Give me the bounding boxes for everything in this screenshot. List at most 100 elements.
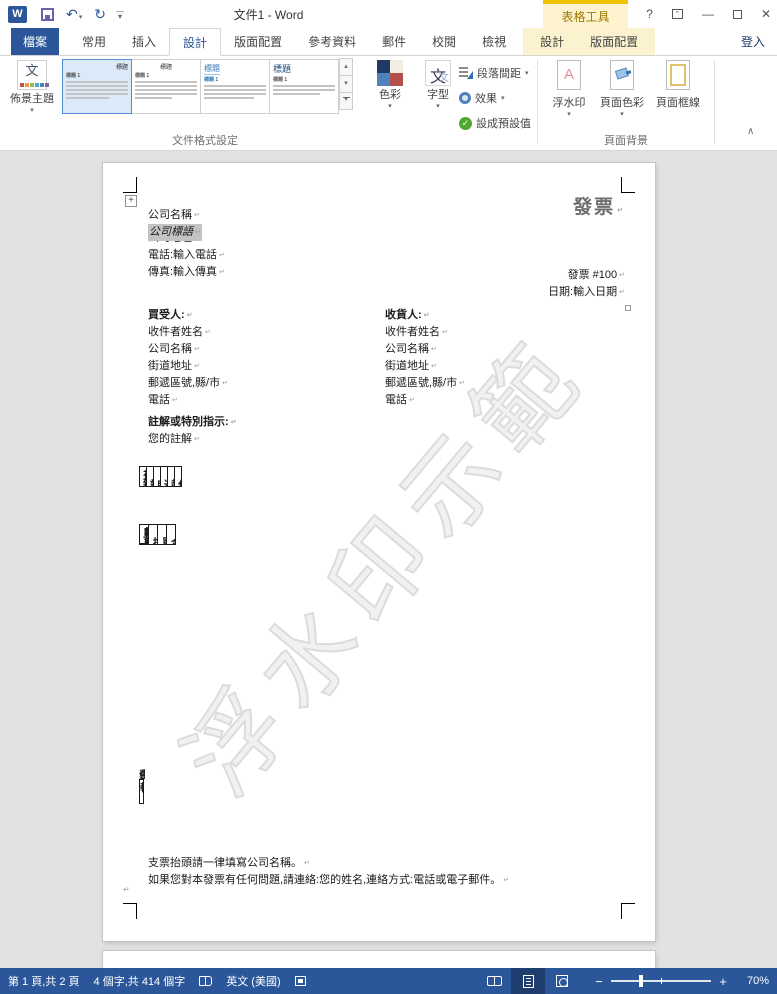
read-mode-button[interactable] [477, 968, 511, 994]
customize-qat-icon[interactable]: — ▾ [115, 7, 124, 21]
sign-in-link[interactable]: 登入 [740, 35, 765, 49]
company-fax[interactable]: 傳真:輸入傳真 [148, 264, 225, 281]
style-set-option[interactable]: 標題 標題 1 [200, 59, 270, 114]
order-header-cell[interactable]: 起運點交貨價 [167, 466, 175, 487]
tab-insert[interactable]: 插入 [132, 35, 157, 49]
chevron-down-icon: ▾ [567, 111, 571, 118]
tab-design[interactable]: 設計 [169, 28, 222, 56]
redo-icon[interactable]: ↻ [94, 6, 106, 22]
page-borders-button[interactable]: 頁面框線 [651, 60, 705, 110]
undo-icon[interactable]: ↶▾ [66, 6, 83, 22]
style-set-option[interactable]: 標題 標題 1 [269, 59, 339, 114]
ribbon-display-options-icon[interactable]: ⌃ [671, 9, 683, 19]
save-icon[interactable] [41, 7, 54, 21]
order-header-cell[interactable]: 訂單編號 [146, 466, 154, 487]
page-indicator[interactable]: 第 1 頁,共 2 頁 [8, 976, 80, 988]
footer-line[interactable]: 支票抬頭請一律填寫公司名稱。 [148, 855, 509, 872]
bill-to-line[interactable]: 公司名稱 [148, 341, 228, 358]
ship-to-line[interactable]: 郵遞區號,縣/市 [385, 375, 465, 392]
tab-file[interactable]: 檔案 [11, 28, 60, 55]
fonts-button[interactable]: 文文 字型 ▾ [417, 60, 459, 110]
crop-mark [621, 903, 635, 919]
tab-table-layout[interactable]: 版面配置 [590, 35, 639, 49]
zoom-out-button[interactable]: − [595, 973, 603, 989]
order-header-cell[interactable]: 申購人 [153, 466, 161, 487]
zoom-center-tick [661, 978, 662, 984]
footer-line[interactable]: 如果您對本發票有任何問題,請連絡:您的姓名,連絡方式:電話或電子郵件。 [148, 872, 509, 889]
ship-to-line[interactable]: 街道地址 [385, 358, 465, 375]
help-icon[interactable]: ? [646, 7, 653, 21]
items-header-cell[interactable]: 合計 [166, 524, 176, 545]
watermark-button[interactable]: A 浮水印 ▾ [546, 60, 592, 118]
bill-to-heading[interactable]: 買受人: [148, 307, 228, 324]
invoice-number[interactable]: 發票 #100 [568, 267, 625, 284]
table-move-handle-icon[interactable]: + [125, 195, 137, 207]
maximize-icon[interactable] [732, 9, 742, 19]
style-set-option[interactable]: 標題 標題 1 [131, 59, 201, 114]
print-layout-button[interactable] [511, 968, 545, 994]
collapse-ribbon-icon[interactable]: ∧ [747, 126, 755, 137]
items-header-cell[interactable]: 描述 [148, 524, 158, 545]
tab-table-design[interactable]: 設計 [540, 35, 565, 49]
language-indicator[interactable]: 英文 (美國) [226, 976, 281, 988]
bill-to-line[interactable]: 郵遞區號,縣/市 [148, 375, 228, 392]
window-title: 文件1 - Word [233, 7, 304, 22]
company-name[interactable]: 公司名稱 [148, 207, 225, 224]
cell-total[interactable]: 輸入合計 [139, 524, 149, 544]
checkmark-icon: ✓ [459, 116, 472, 130]
ship-to-heading[interactable]: 收貨人: [385, 307, 465, 324]
total-value[interactable]: 輸入合計應付帳款 [139, 779, 144, 804]
order-header-cell[interactable]: 運送方式 [160, 466, 168, 487]
close-icon[interactable]: ✕ [760, 7, 771, 21]
effects-label: 效果 [475, 93, 497, 105]
paragraph-mark: ↵ [123, 885, 130, 894]
zoom-slider-track[interactable] [611, 975, 711, 987]
bill-to-line[interactable]: 收件者姓名 [148, 324, 228, 341]
paragraph-spacing-button[interactable]: 段落間距 ▾ [459, 63, 529, 83]
invoice-title[interactable]: 發票 [573, 198, 625, 219]
tab-layout[interactable]: 版面配置 [234, 35, 283, 49]
macro-record-icon[interactable] [294, 976, 306, 986]
invoice-date[interactable]: 日期:輸入日期 [548, 284, 625, 301]
zoom-in-button[interactable]: + [719, 973, 727, 989]
tab-view[interactable]: 檢視 [482, 35, 507, 49]
effects-button[interactable]: 效果 ▾ [459, 88, 505, 108]
comments-body[interactable]: 您的註解 [148, 431, 237, 448]
bill-to-line[interactable]: 街道地址 [148, 358, 228, 375]
tab-review[interactable]: 校閱 [432, 35, 457, 49]
ship-to-line[interactable]: 收件者姓名 [385, 324, 465, 341]
zoom-slider-thumb[interactable] [639, 975, 643, 987]
colors-button[interactable]: 色彩 ▾ [368, 60, 412, 110]
comments-heading[interactable]: 註解或特別指示: [148, 414, 237, 431]
themes-button[interactable]: 文 佈景主題 ▾ [6, 60, 58, 114]
bill-to-line[interactable]: 電話 [148, 392, 228, 409]
gallery-more-icon[interactable]: ▾ [339, 92, 353, 110]
group-doc-formatting-label: 文件格式設定 [172, 135, 238, 147]
ship-to-block: 收貨人: 收件者姓名 公司名稱 街道地址 郵遞區號,縣/市 電話 [385, 307, 465, 409]
gallery-scroll-up-icon[interactable]: ▴ [339, 58, 353, 76]
gallery-scroll-down-icon[interactable]: ▾ [339, 75, 353, 93]
paragraph-spacing-label: 段落間距 [477, 68, 521, 80]
ship-to-line[interactable]: 電話 [385, 392, 465, 409]
style-set-selected[interactable]: 標題 標題 1 [62, 59, 132, 114]
minimize-icon[interactable]: — [701, 7, 714, 21]
page-color-icon [610, 60, 634, 90]
ship-to-line[interactable]: 公司名稱 [385, 341, 465, 358]
tab-mailings[interactable]: 郵件 [382, 35, 407, 49]
company-phone[interactable]: 電話:輸入電話 [148, 247, 225, 264]
word-app-icon[interactable]: W [8, 5, 27, 23]
themes-label: 佈景主題 [10, 93, 54, 105]
zoom-level[interactable]: 70% [746, 975, 769, 987]
page-1: 浮水印示範 + 公司名稱 公司標語 公司地址 電話:輸入電話 傳真:輸入傳真 發… [103, 163, 655, 941]
items-header-cell[interactable]: 單價 [157, 524, 167, 545]
tab-references[interactable]: 參考資料 [308, 35, 357, 49]
comments-block: 註解或特別指示: 您的註解 [148, 414, 237, 448]
set-default-button[interactable]: ✓ 設成預設值 [459, 113, 531, 133]
page-color-button[interactable]: 頁面色彩 ▾ [595, 60, 649, 118]
tab-home[interactable]: 常用 [82, 35, 107, 49]
proofing-icon[interactable] [199, 976, 213, 986]
web-layout-button[interactable] [545, 968, 579, 994]
order-header-cell[interactable]: 付款期限 [174, 466, 182, 487]
word-count[interactable]: 4 個字,共 414 個字 [93, 976, 186, 988]
order-value-cell[interactable]: 貨到付款 [139, 466, 147, 487]
